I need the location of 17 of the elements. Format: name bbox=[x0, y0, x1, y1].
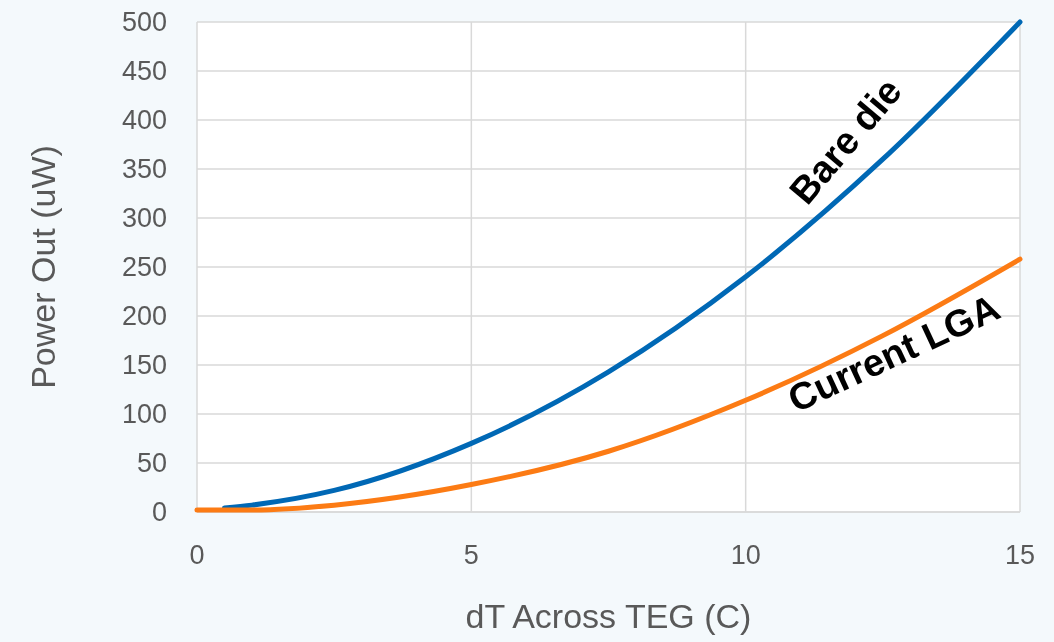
x-tick-label: 0 bbox=[189, 540, 205, 570]
y-tick-label: 300 bbox=[121, 203, 167, 234]
y-axis-title: Power Out (uW) bbox=[24, 145, 62, 389]
y-tick-label: 150 bbox=[121, 350, 167, 381]
x-tick-label: 15 bbox=[1004, 540, 1036, 570]
x-tick-label: 10 bbox=[730, 540, 761, 570]
y-tick-label: 250 bbox=[121, 252, 167, 283]
y-tick-label: 200 bbox=[121, 301, 167, 332]
y-tick-label: 400 bbox=[121, 105, 167, 136]
x-tick-label: 5 bbox=[463, 540, 479, 570]
y-tick-label: 0 bbox=[151, 497, 167, 528]
y-tick-label: 450 bbox=[121, 56, 167, 87]
y-tick-label: 100 bbox=[121, 399, 167, 430]
x-axis-title: dT Across TEG (C) bbox=[465, 597, 752, 635]
y-tick-label: 500 bbox=[121, 7, 167, 38]
y-tick-label: 350 bbox=[121, 154, 167, 185]
y-tick-label: 50 bbox=[136, 448, 167, 479]
